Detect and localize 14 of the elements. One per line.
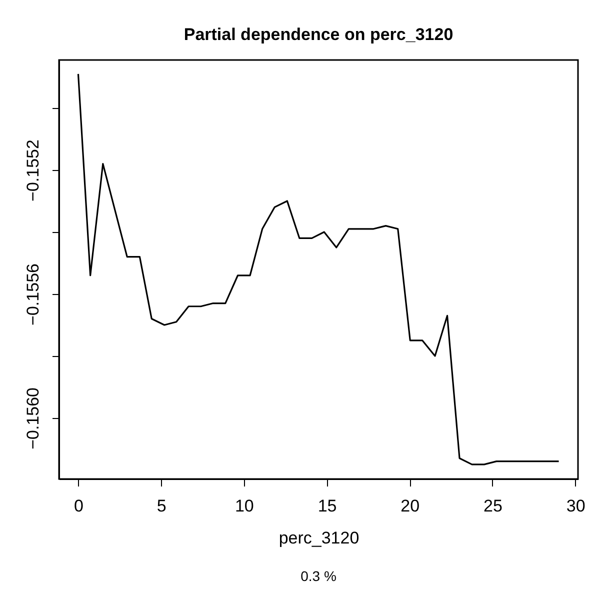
y-tick-label: −0.1556 [24,264,42,326]
x-tick-label: 0 [74,496,84,516]
line-series [77,73,560,466]
x-axis-title: perc_3120 [278,528,360,548]
x-tick-label: 15 [318,496,337,516]
x-tick-label: 20 [400,496,420,516]
x-tick-label: 5 [156,496,166,516]
x-tick-label: 30 [566,496,586,516]
x-tick-label: 10 [234,496,254,516]
x-tick-label: 25 [484,496,502,516]
y-tick-label: −0.1560 [24,387,42,450]
text: 0.3 % [300,568,336,584]
y-tick-label: −0.1552 [24,140,42,202]
chart-title: Partial dependence on perc_3120 [184,25,454,44]
